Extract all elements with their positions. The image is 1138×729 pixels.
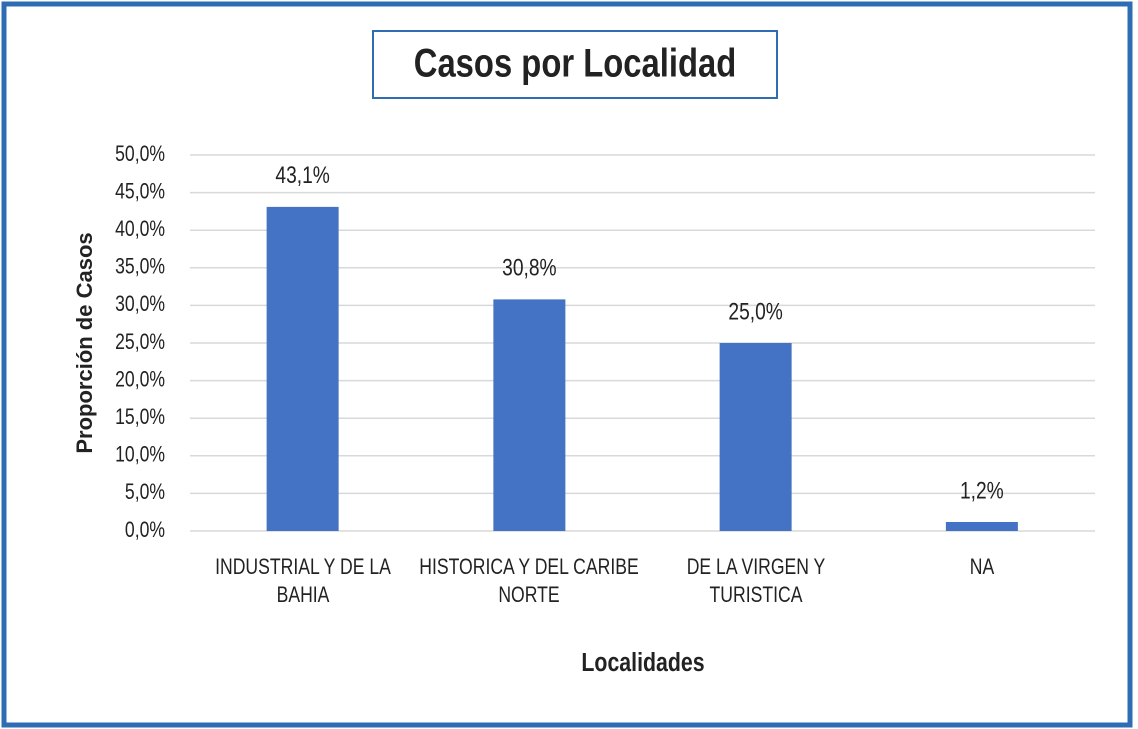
bar [266,206,339,531]
y-tick-label: 45,0% [115,180,165,204]
y-tick-label: 30,0% [115,292,165,316]
x-tick-label: DE LA VIRGEN Y TURISTICA [686,554,825,607]
y-tick-label: 15,0% [115,405,165,429]
y-tick-label: 0,0% [125,518,165,542]
y-tick-label: 5,0% [125,480,165,504]
data-label: 43,1% [275,161,329,189]
x-axis-title: Localidades [581,648,704,678]
y-tick-label: 25,0% [115,330,165,354]
y-tick-label: 40,0% [115,217,165,241]
x-tick-label-box: DE LA VIRGEN Y TURISTICA [686,554,825,607]
y-axis-title: Proporción de Casos [72,232,97,453]
x-tick-label-box: NA [969,554,995,579]
data-label: 1,2% [960,476,1004,504]
y-tick-label: 50,0% [115,142,165,166]
data-label: 25,0% [728,297,782,325]
x-tick-label-box: HISTORICA Y DEL CARIBE NORTE [419,554,640,607]
data-label: 30,8% [502,254,556,282]
title-box [372,30,778,99]
x-tick-label-box: INDUSTRIAL Y DE LA BAHIA [214,554,391,607]
chart-title: Casos por Localidad [414,40,736,85]
bar [945,521,1018,531]
y-tick-label: 20,0% [115,368,165,392]
x-tick-label: HISTORICA Y DEL CARIBE NORTE [419,554,640,607]
bar [719,343,792,531]
x-tick-label: NA [969,554,995,579]
x-tick-label: INDUSTRIAL Y DE LA BAHIA [214,554,391,607]
y-tick-label: 10,0% [115,443,165,467]
y-tick-label: 35,0% [115,255,165,279]
bar [493,299,566,531]
